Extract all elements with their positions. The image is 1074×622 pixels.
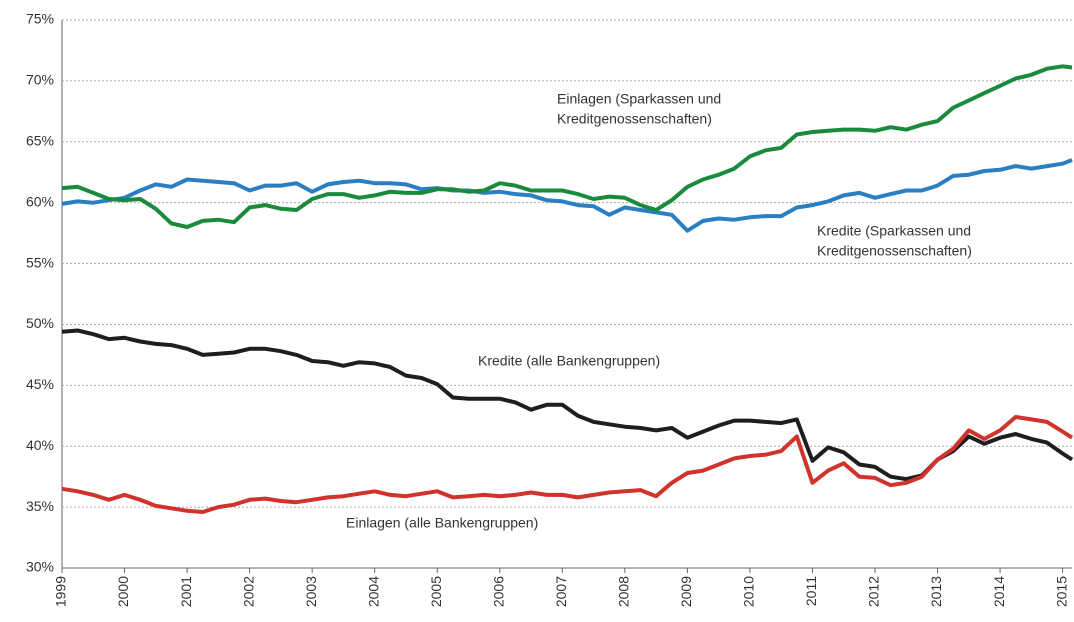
annotation: Kreditgenossenschaften) (817, 243, 972, 259)
y-tick-label: 40% (26, 437, 54, 453)
x-tick-label: 2012 (866, 576, 882, 607)
x-tick-label: 2008 (616, 576, 632, 607)
x-tick-label: 2002 (240, 576, 256, 607)
y-tick-label: 70% (26, 72, 54, 88)
x-tick-label: 2003 (303, 576, 319, 607)
annotation: Kreditgenossenschaften) (557, 111, 712, 127)
y-tick-label: 65% (26, 132, 54, 148)
x-tick-label: 2005 (428, 576, 444, 607)
x-tick-label: 2013 (928, 576, 944, 607)
series-line (61, 158, 1073, 233)
x-tick-label: 2000 (115, 576, 131, 607)
x-tick-label: 2004 (365, 576, 381, 607)
x-tick-label: 2007 (553, 576, 569, 607)
y-tick-label: 45% (26, 376, 54, 392)
x-tick-label: 2014 (991, 576, 1007, 607)
annotation: Kredite (Sparkassen und (817, 223, 971, 239)
annotation: Einlagen (alle Bankengruppen) (346, 515, 538, 531)
x-tick-label: 2011 (803, 576, 819, 606)
y-tick-label: 60% (26, 193, 54, 209)
series-line (61, 415, 1074, 514)
x-tick-label: 2001 (178, 576, 194, 607)
annotation: Kredite (alle Bankengruppen) (478, 353, 660, 369)
series-line (61, 64, 1073, 229)
annotation: Einlagen (Sparkassen und (557, 91, 721, 107)
y-tick-label: 30% (26, 559, 54, 575)
y-tick-label: 55% (26, 254, 54, 270)
y-tick-label: 50% (26, 315, 54, 331)
y-tick-label: 35% (26, 498, 54, 514)
y-tick-label: 75% (26, 11, 54, 27)
x-tick-label: 2006 (490, 576, 506, 607)
x-tick-label: 1999 (53, 576, 69, 607)
x-tick-label: 2009 (678, 576, 694, 607)
series-line (61, 328, 1074, 482)
x-tick-label: 2010 (741, 576, 757, 607)
x-tick-label: 2015 (1053, 576, 1069, 607)
